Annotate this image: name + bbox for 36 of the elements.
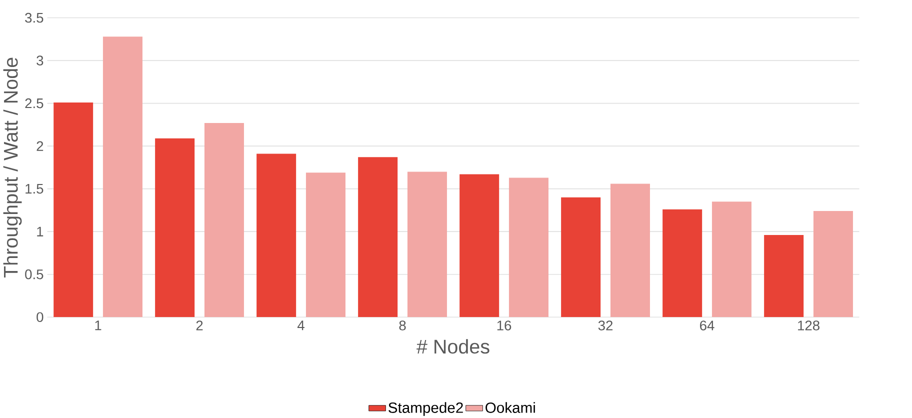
bar [407,172,447,317]
y-tick-label: 2 [36,141,44,151]
bar [102,36,142,317]
x-tick-label: 64 [700,320,714,330]
bar [764,234,804,317]
bar [508,178,548,317]
y-tick-label: 0.5 [25,269,44,280]
x-tick-label: 2 [196,320,203,330]
x-tick-label: 1 [95,320,102,330]
bar [358,157,398,317]
y-tick-label: 3 [36,56,44,66]
y-tick-label: 2.5 [25,98,44,108]
y-axis-title: Throughput / Watt / Node [3,58,22,278]
bar [813,210,853,317]
x-tick-label: 128 [798,320,820,330]
x-tick-label: 32 [598,320,613,330]
bar [155,138,195,317]
bar [662,209,702,317]
x-tick-label: 8 [399,320,406,330]
y-tick-label: 3.5 [25,12,44,23]
x-axis-title: # Nodes [416,339,490,354]
legend-label: Ookami [486,402,535,413]
y-tick-label: 1 [37,226,44,236]
y-tick-label: 0 [36,312,44,322]
bar [712,202,752,317]
bar [54,102,94,317]
x-tick-label: 4 [297,320,304,330]
bar [204,122,244,317]
bar [256,154,296,317]
y-tick-label: 1.5 [26,184,44,194]
x-tick-label: 16 [497,320,512,330]
bar [610,184,650,317]
bar [460,174,500,317]
bar [306,172,346,317]
bar [561,197,601,317]
legend-label: Stampede2 [388,402,463,416]
